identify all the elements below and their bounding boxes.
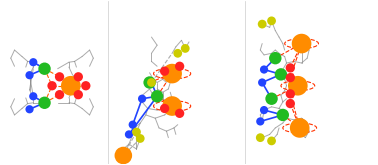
Point xyxy=(169,105,175,107)
Point xyxy=(295,84,301,87)
Point xyxy=(42,101,48,104)
Point xyxy=(42,67,48,70)
Point xyxy=(280,114,286,116)
Point xyxy=(161,70,167,72)
Point xyxy=(182,47,188,50)
Point xyxy=(177,112,183,115)
Point xyxy=(26,74,33,77)
Point xyxy=(26,108,33,111)
Point xyxy=(169,72,175,75)
Point xyxy=(257,136,263,139)
Point xyxy=(268,97,274,100)
Point xyxy=(287,93,293,95)
Point xyxy=(259,23,265,25)
Point xyxy=(287,102,293,105)
Point xyxy=(261,68,267,71)
Point xyxy=(147,81,153,84)
Point xyxy=(120,154,126,157)
Point xyxy=(268,140,274,142)
Point xyxy=(133,131,139,133)
Point xyxy=(149,81,155,84)
Point xyxy=(175,52,181,55)
Point xyxy=(287,76,293,79)
Point xyxy=(57,93,63,96)
Point xyxy=(257,120,263,123)
Point xyxy=(161,107,167,110)
Point xyxy=(68,84,74,87)
Point xyxy=(57,76,63,78)
Point xyxy=(130,123,136,126)
Point xyxy=(261,109,267,111)
Point xyxy=(30,95,36,98)
Point xyxy=(297,127,303,129)
Point xyxy=(30,61,36,64)
Point xyxy=(287,67,293,69)
Point xyxy=(154,95,160,98)
Point xyxy=(75,93,81,96)
Point xyxy=(299,42,305,45)
Point xyxy=(278,73,284,76)
Point xyxy=(268,19,274,22)
Point xyxy=(272,57,278,60)
Point xyxy=(75,76,81,78)
Point xyxy=(177,65,183,68)
Point xyxy=(139,97,145,100)
Point xyxy=(259,81,265,84)
Point xyxy=(83,84,89,87)
Point xyxy=(126,133,132,136)
Point xyxy=(137,137,143,140)
Point xyxy=(49,84,55,87)
